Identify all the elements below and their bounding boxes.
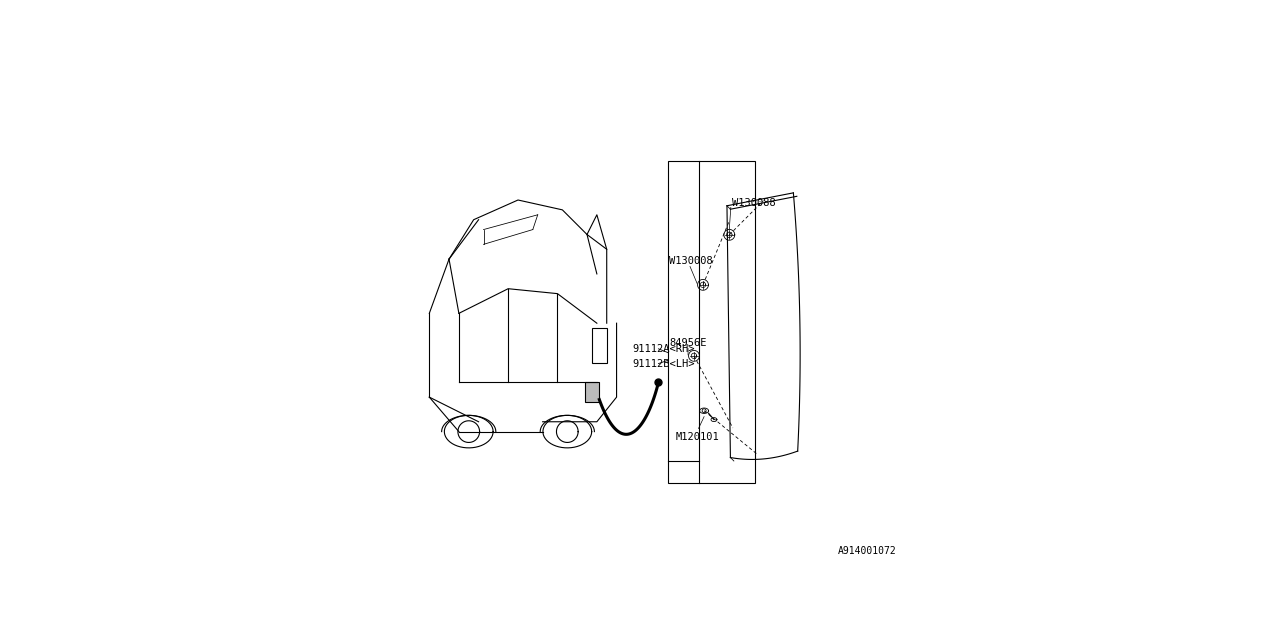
Text: 91112B<LH>: 91112B<LH> [632,358,695,369]
Bar [668,161,755,483]
Text: M120101: M120101 [676,431,719,442]
Bar [585,382,599,402]
Text: W130008: W130008 [669,255,713,266]
Circle shape [703,409,707,413]
Text: A914001072: A914001072 [837,546,896,556]
Text: 91112A<RH>: 91112A<RH> [632,344,695,354]
Bar [591,328,607,363]
Text: 84956E: 84956E [669,338,707,348]
Text: W130088: W130088 [732,198,776,207]
